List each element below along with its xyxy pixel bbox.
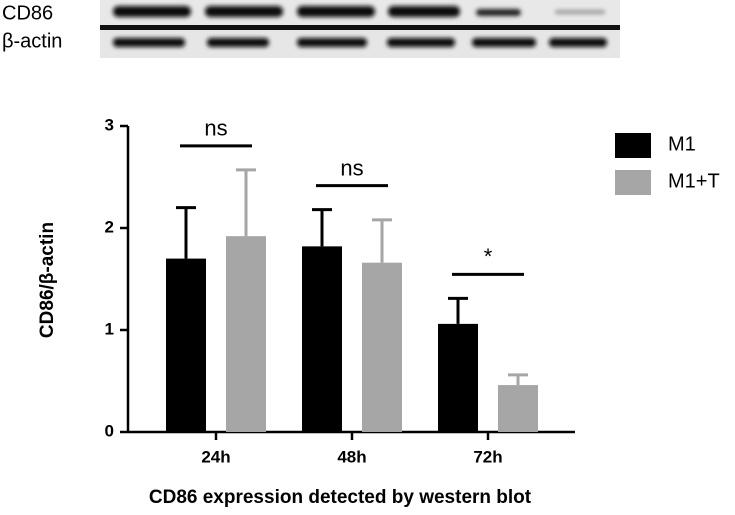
x-axis-title: CD86 expression detected by western blot — [149, 487, 532, 508]
blot-label: CD86 — [2, 2, 53, 24]
significance-label: ns — [204, 116, 227, 141]
y-axis-title: CD86/β-actin — [37, 222, 58, 338]
significance-label: * — [484, 244, 493, 269]
x-tick-label: 24h — [201, 447, 230, 466]
legend-swatch — [615, 133, 651, 158]
bar — [166, 258, 206, 432]
western-blot: CD86 β-actin — [2, 0, 620, 58]
significance-label: ns — [340, 155, 363, 180]
legend-label: M1+T — [668, 170, 720, 192]
bar — [302, 246, 342, 432]
y-tick-label: 2 — [105, 217, 114, 236]
x-tick-label: 72h — [473, 447, 502, 466]
blot-label: β-actin — [2, 30, 62, 52]
y-tick-label: 1 — [105, 319, 114, 338]
legend-swatch — [615, 170, 651, 195]
x-tick-label: 48h — [337, 447, 366, 466]
bar — [438, 323, 478, 432]
y-tick-label: 0 — [105, 421, 114, 440]
bar — [362, 262, 402, 432]
legend-label: M1 — [668, 133, 696, 155]
y-tick-label: 3 — [105, 115, 114, 134]
blot-divider — [100, 25, 620, 30]
bar — [226, 236, 266, 432]
bar — [498, 385, 538, 432]
